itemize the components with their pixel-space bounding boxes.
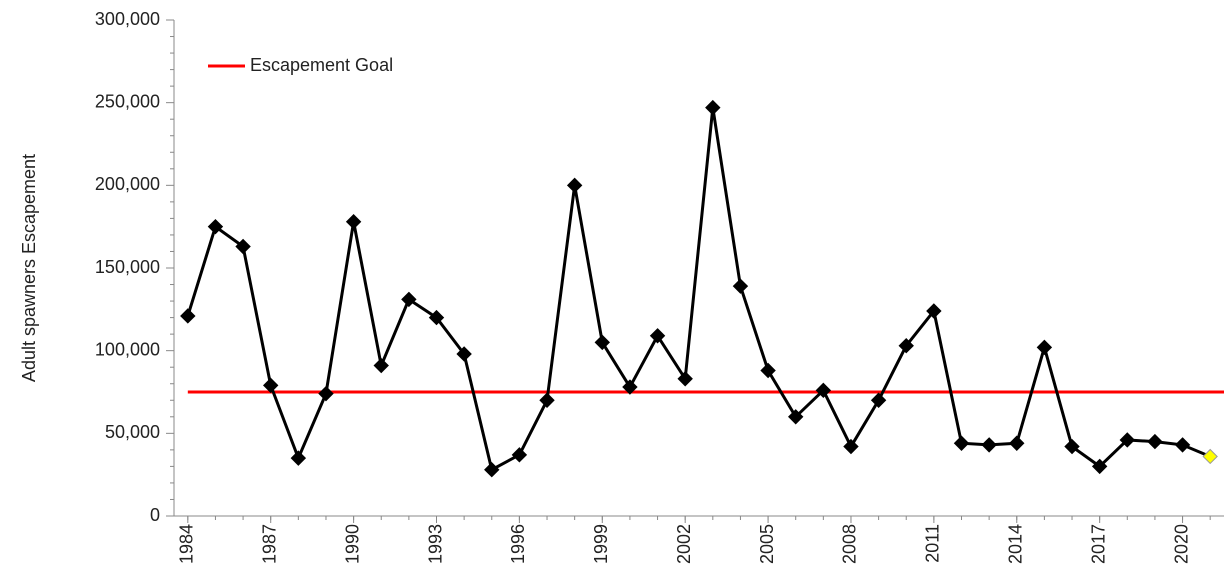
x-tick-label: 1993 [425,524,445,564]
x-tick-label: 2002 [674,524,694,564]
data-point [649,328,666,344]
y-tick-label: 250,000 [95,91,160,111]
x-tick-label: 1990 [342,524,362,564]
data-point [290,450,307,466]
data-point [705,99,721,116]
x-tick-label: 2017 [1088,524,1108,564]
data-point [926,303,942,319]
y-tick-label: 0 [150,505,160,525]
x-tick-label: 1999 [591,524,611,564]
y-tick-label: 50,000 [105,422,160,442]
data-point [788,409,804,425]
data-point [1036,339,1053,356]
data-point [732,278,749,294]
data-point [539,392,555,408]
data-point [235,238,251,255]
data-point [1174,437,1191,453]
data-point [180,308,196,324]
data-point [870,392,887,408]
x-tick-label: 1996 [508,524,528,564]
series-line [186,107,1211,472]
data-point [1091,458,1108,475]
data-point [843,438,859,455]
data-point [594,334,610,351]
data-point [428,309,445,326]
data-point [318,385,334,402]
y-tick-label: 300,000 [95,9,160,29]
data-point [760,362,776,379]
y-tick-label: 100,000 [95,339,160,359]
data-point [484,461,500,478]
x-tick-label: 2005 [757,524,777,564]
y-tick-label: 200,000 [95,174,160,194]
data-point [263,377,279,394]
data-point [1119,432,1135,448]
y-axis-label: Adult spawners Escapement [19,154,39,382]
x-tick-label: 2014 [1006,524,1026,564]
data-point [981,437,997,453]
data-point [373,357,389,374]
data-point [898,337,914,354]
x-tick-label: 1987 [259,524,279,564]
x-tick-label: 2008 [840,524,860,564]
data-point [1009,435,1025,451]
legend-label: Escapement Goal [250,55,393,75]
data-point [1147,433,1163,450]
data-point [1202,448,1218,465]
x-tick-label: 1984 [177,524,197,564]
data-point [677,371,693,387]
data-point [815,382,832,399]
data-point [1064,438,1080,455]
x-tick-label: 2011 [923,524,943,563]
data-point [345,213,362,230]
data-point [566,177,583,194]
data-point [622,379,638,395]
data-point [511,447,528,463]
data-point [953,435,970,451]
data-point [207,218,224,235]
x-tick-label: 2020 [1171,524,1191,564]
y-tick-label: 150,000 [95,257,160,277]
data-point [401,291,417,308]
data-point [456,346,472,362]
